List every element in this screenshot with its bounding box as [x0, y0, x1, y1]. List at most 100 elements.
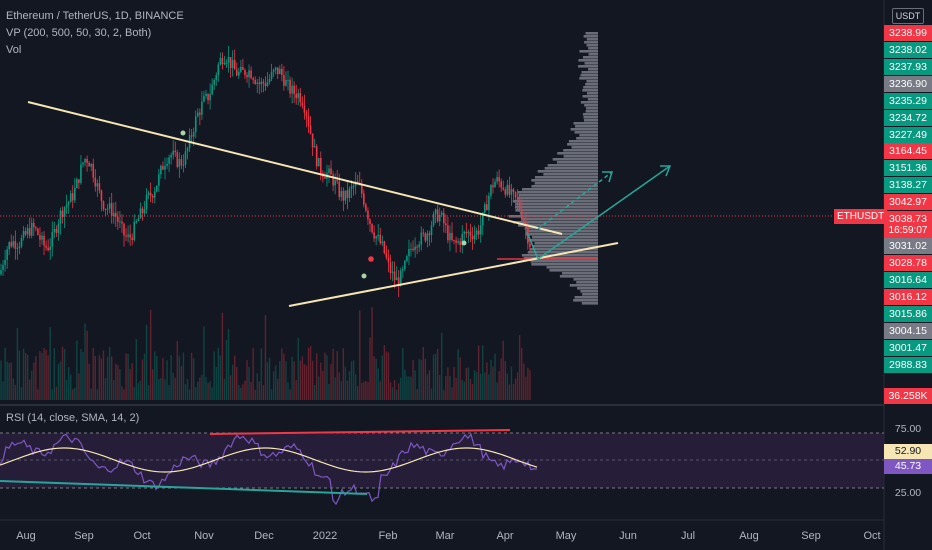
candle-body	[490, 185, 492, 196]
candle-body	[26, 228, 29, 235]
volume-bar	[207, 382, 209, 400]
candle-body	[328, 168, 330, 173]
candle-body	[127, 234, 129, 237]
volume-bar	[117, 365, 119, 400]
candle-body	[139, 208, 142, 219]
candle-body	[61, 210, 64, 217]
candle-body	[420, 232, 423, 245]
candle-body	[293, 85, 295, 94]
volume-bar	[371, 306, 373, 400]
volume-bar	[152, 369, 154, 400]
volume-profile-bar	[582, 56, 598, 59]
volume-bar	[225, 339, 228, 400]
volume-bar	[416, 389, 418, 400]
volume-bar	[357, 386, 359, 400]
candle-body	[299, 93, 302, 103]
volume-bar	[141, 359, 144, 400]
volume-profile-bar	[577, 287, 598, 290]
volume-bar	[139, 380, 142, 400]
rsi-band	[0, 433, 884, 488]
candle-body	[2, 264, 4, 271]
candle-body	[112, 212, 115, 217]
volume-profile-bar	[522, 188, 598, 191]
volume-bar	[518, 335, 521, 400]
candle-body	[96, 183, 99, 187]
candle-body	[334, 180, 336, 186]
ascending-trendline	[288, 242, 619, 307]
candle-body	[35, 227, 37, 229]
candle-body	[117, 216, 119, 222]
volume-bar	[215, 366, 217, 400]
volume-bar	[170, 355, 172, 400]
volume-profile-bar	[579, 134, 598, 137]
projection-arrow-main	[537, 165, 671, 260]
volume-bar	[63, 349, 66, 400]
volume-profile-bar	[588, 47, 598, 50]
candle-body	[242, 66, 244, 70]
volume-profile-bar	[531, 263, 598, 266]
volume-bar	[166, 360, 168, 400]
candle-body	[207, 93, 209, 101]
candle-body	[262, 81, 265, 84]
volume-profile-legend: VP (200, 500, 50, 30, 2, Both)	[6, 27, 152, 39]
volume-bar	[525, 376, 527, 400]
volume-profile-bar	[546, 266, 598, 269]
volume-bar	[445, 376, 447, 400]
candle-body	[121, 221, 123, 224]
candle-body	[102, 201, 105, 210]
volume-bar	[84, 323, 86, 400]
candle-body	[510, 189, 513, 195]
volume-profile-bar	[527, 251, 598, 254]
candle-body	[43, 235, 45, 246]
volume-bar	[33, 362, 35, 400]
volume-bar	[78, 373, 80, 400]
volume-bar	[350, 361, 353, 400]
volume-bar	[516, 372, 519, 400]
volume-bar	[258, 381, 260, 400]
candle-body	[238, 71, 240, 76]
candle-body	[289, 79, 291, 94]
volume-profile-bar	[569, 284, 598, 287]
volume-bar	[471, 384, 474, 400]
currency-button[interactable]: USDT	[892, 8, 924, 24]
volume-bar	[176, 341, 178, 400]
candle-body	[86, 158, 88, 163]
candle-body	[459, 241, 461, 245]
volume-bar	[248, 366, 250, 400]
volume-bar	[404, 369, 406, 400]
volume-bar	[45, 349, 47, 400]
candle-body	[252, 78, 254, 81]
candle-body	[223, 62, 226, 65]
volume-profile-bar	[573, 278, 598, 281]
candle-body	[94, 177, 97, 187]
volume-profile-bar	[552, 158, 598, 161]
time-axis-label: Aug	[739, 530, 759, 542]
candle-body	[178, 159, 181, 167]
candle-body	[162, 165, 164, 170]
time-axis-label: Apr	[496, 530, 514, 542]
candle-body	[410, 248, 412, 250]
volume-bar	[398, 383, 400, 400]
price-axis-label: 3164.45	[884, 143, 932, 159]
volume-bar	[348, 371, 351, 400]
candle-body	[235, 69, 238, 76]
candle-body	[78, 179, 80, 183]
volume-bar	[289, 389, 291, 400]
volume-bar	[121, 386, 123, 400]
volume-bar	[129, 369, 131, 400]
volume-bar	[229, 375, 232, 400]
candle-body	[201, 101, 203, 115]
candle-body	[14, 241, 17, 249]
volume-profile-bar	[515, 209, 598, 212]
volume-bar	[326, 355, 328, 400]
candle-body	[256, 82, 259, 84]
volume-bar	[102, 350, 105, 400]
volume-bar	[195, 386, 197, 400]
volume-bar	[246, 360, 248, 400]
candle-body	[30, 222, 33, 236]
volume-bar	[37, 389, 39, 400]
candle-body	[295, 93, 297, 99]
volume-profile-bar	[576, 137, 598, 140]
volume-bar	[295, 380, 297, 400]
